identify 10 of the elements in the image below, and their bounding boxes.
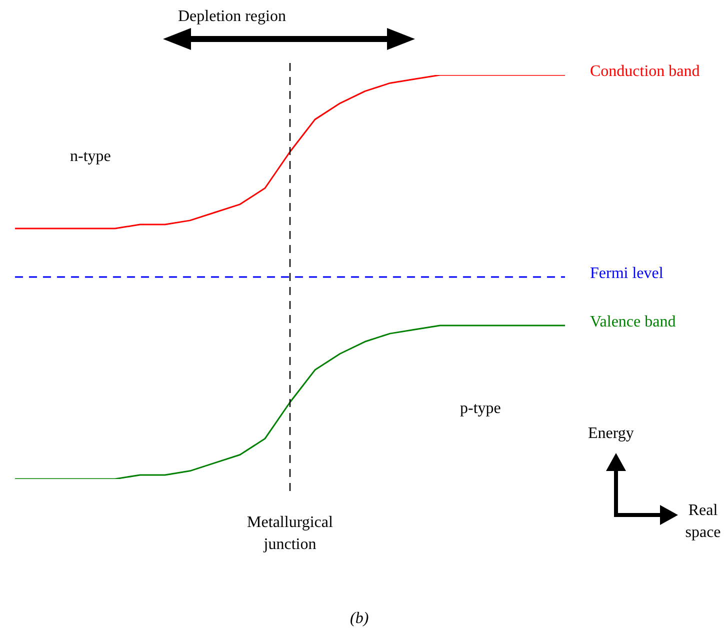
text: Real space <box>684 501 722 543</box>
series-label: Fermi level <box>590 265 664 282</box>
text: (b) <box>350 610 369 628</box>
text: Metallurgical junction <box>246 513 334 555</box>
annotation: p-type <box>460 400 501 418</box>
text: Energy <box>588 425 634 443</box>
text: Depletion region <box>178 8 286 26</box>
series-label: Valence band <box>590 314 676 331</box>
series-label: Conduction band <box>590 63 700 80</box>
annotation: n-type <box>70 148 111 166</box>
